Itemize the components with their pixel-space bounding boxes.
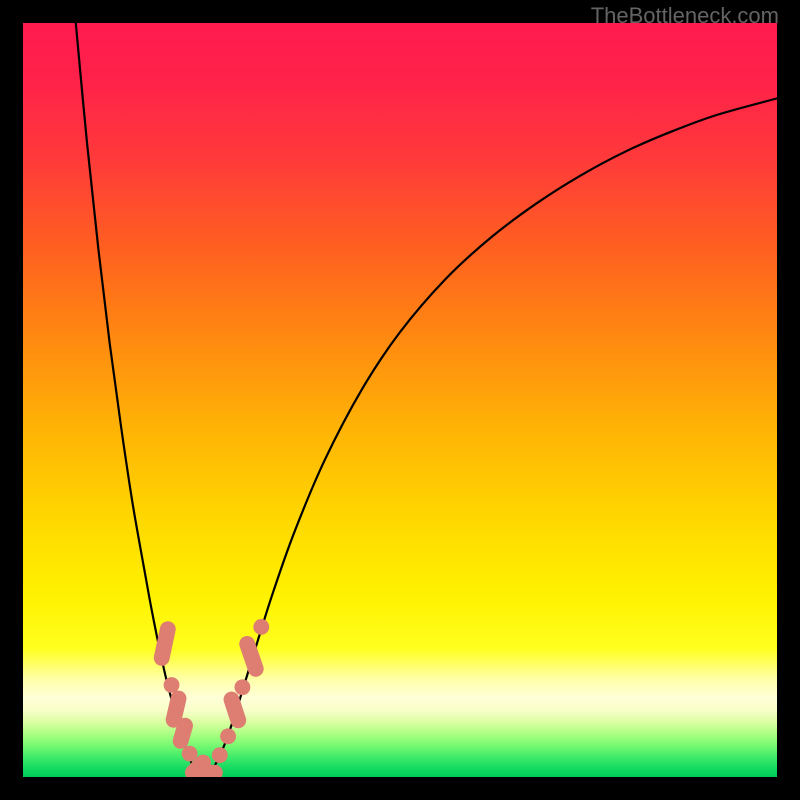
marker-left-1 <box>164 677 180 693</box>
marker-right-0 <box>212 747 228 763</box>
marker-right-3 <box>234 679 250 695</box>
marker-right-5 <box>253 619 269 635</box>
watermark-text: TheBottleneck.com <box>591 3 779 29</box>
stage: TheBottleneck.com <box>0 0 800 800</box>
marker-left-6 <box>194 764 223 781</box>
curve-right <box>204 98 777 777</box>
marker-right-2 <box>222 690 249 731</box>
chart-svg <box>0 0 800 800</box>
marker-right-1 <box>220 728 236 744</box>
marker-right-4 <box>237 634 266 679</box>
curve-left <box>76 23 204 777</box>
